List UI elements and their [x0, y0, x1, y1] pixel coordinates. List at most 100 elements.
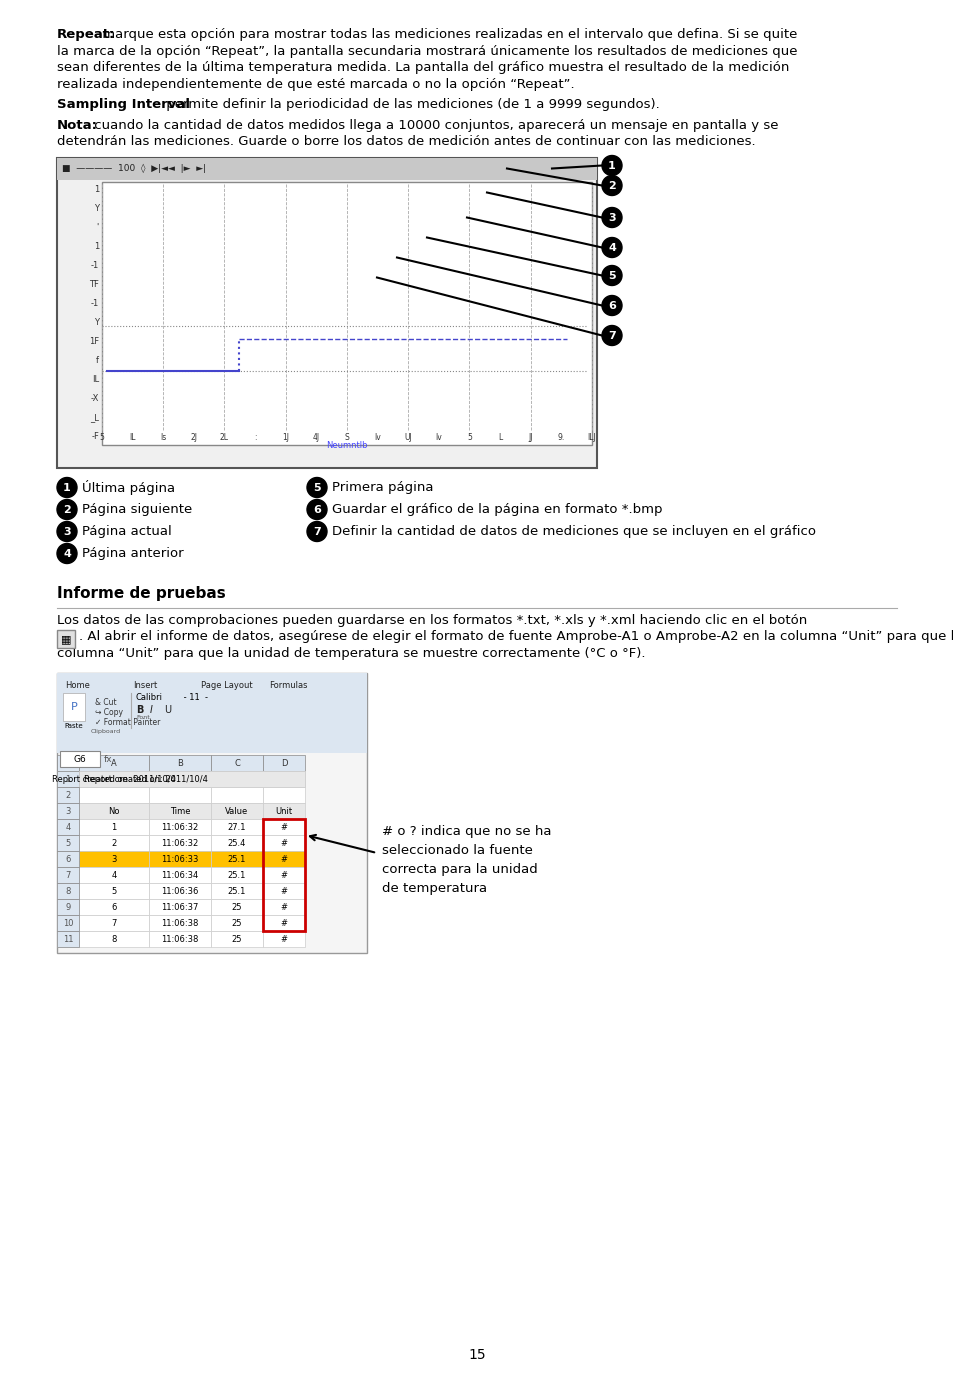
Bar [263, 915, 305, 931]
Text: la marca de la opción “Repeat”, la pantalla secundaria mostrará únicamente los r: la marca de la opción “Repeat”, la panta… [57, 44, 797, 58]
Bar [211, 835, 263, 851]
Text: Nota:: Nota: [57, 119, 98, 131]
Text: 1J: 1J [282, 433, 289, 441]
Text: Clipboard: Clipboard [91, 728, 121, 734]
Bar [79, 771, 305, 786]
Bar [79, 835, 149, 851]
Text: 4: 4 [112, 871, 116, 879]
Text: Página anterior: Página anterior [82, 547, 183, 560]
Text: 5: 5 [313, 482, 320, 492]
Text: Report created on: 2011/10/4: Report created on: 2011/10/4 [52, 774, 175, 784]
Text: lv: lv [374, 433, 380, 441]
Bar [263, 820, 305, 835]
Text: ls: ls [160, 433, 166, 441]
Text: 25.1: 25.1 [228, 886, 246, 896]
Text: Home: Home [65, 681, 90, 690]
Text: sean diferentes de la última temperatura medida. La pantalla del gráfico muestra: sean diferentes de la última temperatura… [57, 61, 788, 75]
Text: C: C [233, 759, 240, 767]
Text: Neumntlb: Neumntlb [326, 441, 367, 449]
Text: #: # [280, 934, 287, 944]
Bar [149, 915, 211, 931]
Text: 2: 2 [63, 504, 71, 514]
Bar [57, 820, 79, 835]
Text: 3: 3 [608, 213, 616, 223]
Bar [263, 820, 305, 931]
Bar [263, 867, 305, 883]
Text: 11:06:32: 11:06:32 [161, 839, 198, 847]
Text: Página siguiente: Página siguiente [82, 503, 193, 515]
Text: 6: 6 [313, 504, 320, 514]
Circle shape [57, 521, 77, 542]
Text: Time: Time [170, 807, 190, 815]
Text: 5: 5 [608, 271, 616, 281]
Bar [211, 867, 263, 883]
Text: -X: -X [91, 394, 99, 404]
Text: IL: IL [91, 375, 99, 384]
Bar [57, 900, 79, 915]
Text: Repeat:: Repeat: [57, 28, 115, 41]
Text: 11:06:38: 11:06:38 [161, 919, 198, 927]
Bar [149, 931, 211, 947]
Text: -F: -F [91, 433, 99, 441]
Text: 6: 6 [112, 902, 116, 912]
Text: 5: 5 [66, 839, 71, 847]
Bar [263, 771, 305, 786]
Circle shape [601, 207, 621, 228]
Text: B: B [136, 705, 143, 714]
Bar [211, 883, 263, 900]
Bar [211, 755, 263, 771]
Bar [263, 900, 305, 915]
Text: Y: Y [94, 205, 99, 213]
Text: 1F: 1F [89, 337, 99, 346]
Text: lv: lv [435, 433, 442, 441]
Bar [79, 803, 149, 820]
Bar [211, 771, 263, 786]
Bar [79, 820, 149, 835]
Bar [79, 851, 149, 867]
Bar [263, 755, 305, 771]
Text: No: No [108, 807, 120, 815]
Text: 11:06:33: 11:06:33 [161, 854, 198, 864]
Text: 6: 6 [65, 854, 71, 864]
Text: cuando la cantidad de datos medidos llega a 10000 conjuntos, aparecerá un mensaj: cuando la cantidad de datos medidos lleg… [90, 119, 778, 131]
Bar [263, 883, 305, 900]
Text: fx: fx [104, 755, 112, 763]
Bar [79, 786, 149, 803]
Text: Definir la cantidad de datos de mediciones que se incluyen en el gráfico: Definir la cantidad de datos de medicion… [332, 525, 815, 538]
Text: Formulas: Formulas [269, 681, 307, 690]
Bar [79, 867, 149, 883]
Text: #: # [280, 822, 287, 832]
Text: # o ? indica que no se ha
seleccionado la fuente
correcta para la unidad
de temp: # o ? indica que no se ha seleccionado l… [381, 825, 551, 896]
Bar [57, 835, 79, 851]
Bar [57, 786, 79, 803]
Text: 8: 8 [112, 934, 116, 944]
Text: 11:06:37: 11:06:37 [161, 902, 198, 912]
Text: 11:06:38: 11:06:38 [161, 934, 198, 944]
Text: TF: TF [89, 281, 99, 289]
Bar [79, 755, 149, 771]
Text: Guardar el gráfico de la página en formato *.bmp: Guardar el gráfico de la página en forma… [332, 503, 661, 515]
Bar [57, 771, 79, 786]
Text: 1: 1 [607, 160, 616, 170]
Text: 1: 1 [93, 185, 99, 193]
Text: 2: 2 [112, 839, 116, 847]
Text: 7: 7 [313, 527, 320, 536]
Bar [211, 851, 263, 867]
Text: Report created on: 2011/10/4: Report created on: 2011/10/4 [84, 774, 208, 784]
Bar [149, 786, 211, 803]
Text: ✓ Format Painter: ✓ Format Painter [95, 719, 160, 727]
Text: realizada independientemente de que esté marcada o no la opción “Repeat”.: realizada independientemente de que esté… [57, 77, 574, 90]
Text: - 11  -: - 11 - [181, 692, 208, 702]
Text: Última página: Última página [82, 480, 175, 495]
Bar [211, 900, 263, 915]
Bar [263, 786, 305, 803]
Bar [149, 771, 211, 786]
Bar [102, 181, 592, 445]
Text: IL: IL [130, 433, 135, 441]
Text: 3: 3 [63, 527, 71, 536]
Circle shape [57, 499, 77, 520]
Text: ▦: ▦ [61, 634, 71, 644]
Text: 6: 6 [607, 300, 616, 311]
Text: columna “Unit” para que la unidad de temperatura se muestre correctamente (°C o : columna “Unit” para que la unidad de tem… [57, 647, 645, 659]
Text: permite definir la periodicidad de las mediciones (de 1 a 9999 segundos).: permite definir la periodicidad de las m… [162, 98, 659, 111]
